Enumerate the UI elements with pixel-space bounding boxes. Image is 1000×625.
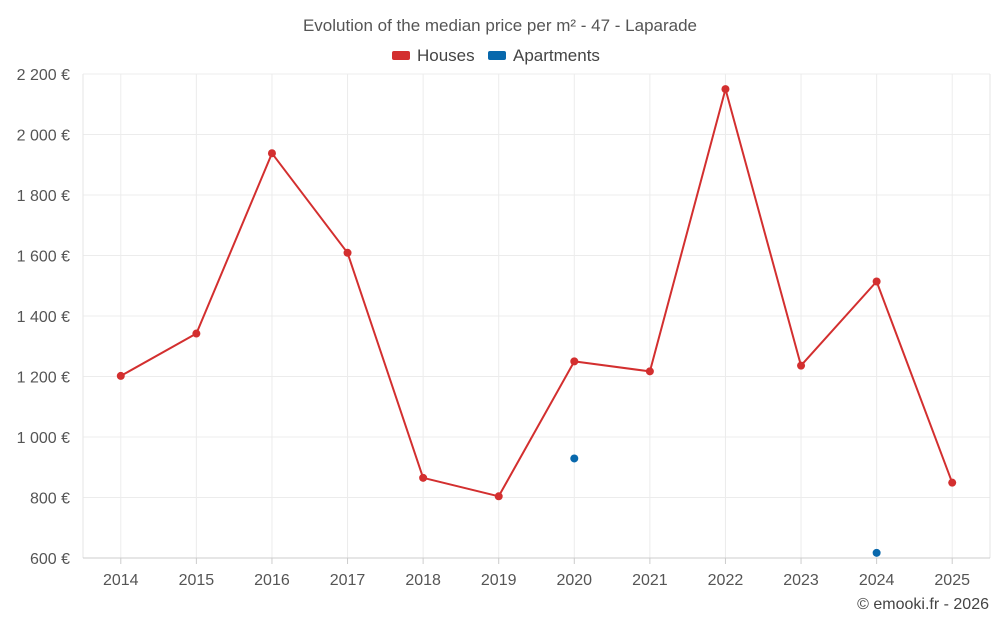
credit-text: © emooki.fr - 2026 [857,596,989,613]
x-tick-label: 2014 [103,572,139,589]
legend-swatch-apartments [488,51,506,60]
x-tick-label: 2024 [859,572,895,589]
chart-title: Evolution of the median price per m² - 4… [303,16,697,35]
data-point-apartments-2024 [872,548,881,557]
data-point-houses-2019 [494,492,503,501]
legend-swatch-houses [392,51,410,60]
x-tick-label: 2020 [556,572,592,589]
grid [83,73,990,559]
data-point-houses-2025 [948,478,957,487]
y-tick-label: 1 400 € [17,309,70,326]
legend-label-apartments[interactable]: Apartments [513,46,600,65]
x-tick-label: 2018 [405,572,441,589]
series-line-houses [120,88,954,498]
axes: 600 € 800 € 1 000 € 1 200 € 1 400 € 1 600 € 1 … [17,67,991,589]
x-tick-label: 2023 [783,572,819,589]
data-point-houses-2014 [116,371,125,380]
x-tick-label: 2021 [632,572,668,589]
data-point-houses-2021 [645,367,654,376]
data-point-houses-2018 [419,473,428,482]
data-point-houses-2017 [343,248,352,257]
y-tick-label: 1 200 € [17,370,70,387]
y-tick-label: 800 € [30,491,70,508]
y-tick-label: 2 200 € [17,67,70,84]
series-layer [116,85,957,557]
y-tick-label: 1 000 € [17,430,70,447]
legend: Houses Apartments [392,46,600,65]
data-point-houses-2024 [872,277,881,286]
data-point-houses-2020 [570,357,579,366]
y-tick-label: 1 800 € [17,188,70,205]
x-tick-label: 2017 [330,572,366,589]
y-tick-label: 2 000 € [17,128,70,145]
data-point-houses-2023 [797,361,806,370]
data-point-houses-2016 [267,149,276,158]
data-point-apartments-2020 [570,454,579,463]
x-tick-label: 2015 [179,572,215,589]
y-tick-label: 1 600 € [17,249,70,266]
x-tick-label: 2022 [708,572,744,589]
x-tick-label: 2016 [254,572,290,589]
data-point-houses-2022 [721,85,730,94]
legend-label-houses[interactable]: Houses [417,46,475,65]
y-tick-label: 600 € [30,551,70,568]
data-point-houses-2015 [192,329,201,338]
x-tick-label: 2019 [481,572,517,589]
x-tick-label: 2025 [934,572,970,589]
